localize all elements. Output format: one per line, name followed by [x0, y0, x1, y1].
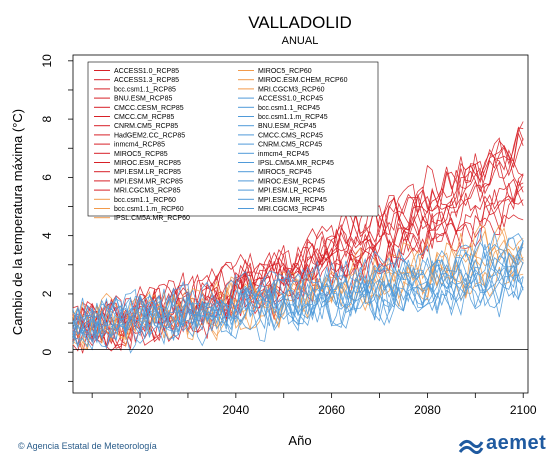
aemet-logo-text: aemet — [486, 432, 547, 454]
legend-entry: MIROC.ESM.CHEM_RCP60 — [258, 77, 348, 84]
y-tick-label: 2 — [40, 290, 54, 297]
legend-entry: bcc.csm1.1_RCP45 — [258, 105, 320, 112]
legend-entry: MRI.CGCM3_RCP85 — [114, 188, 181, 195]
plot-frame — [72, 54, 529, 394]
legend-entry: IPSL.CM5A.MR_RCP60 — [114, 215, 190, 222]
legend-entry: MIROC5_RCP85 — [114, 151, 168, 158]
series-line-mri-cgcm3-rcp45 — [72, 272, 524, 344]
x-tick-label: 2020 — [127, 403, 154, 417]
legend-entry: IPSL.CM5A.MR_RCP45 — [258, 160, 334, 167]
legend: ACCESS1.0_RCP85 ACCESS1.3_RCP85 bcc.csm1.1… — [87, 61, 379, 222]
y-axis: 0 2 4 6 8 10 — [40, 54, 73, 382]
legend-entry: CMCC.CM_RCP85 — [114, 114, 174, 121]
y-tick-label: 6 — [40, 174, 54, 181]
y-tick-label: 4 — [40, 232, 54, 239]
chart-subtitle: ANUAL — [282, 35, 319, 47]
series-lines — [72, 121, 524, 354]
series-line-miroc5-rcp45 — [72, 228, 524, 349]
x-tick-label: 2060 — [318, 403, 345, 417]
x-axis: 2020 2040 2060 2080 2100 — [91, 393, 537, 417]
aemet-logo: aemet — [458, 432, 546, 455]
x-tick-label: 2080 — [414, 403, 441, 417]
legend-entry: CMCC.CESM_RCP85 — [114, 105, 184, 112]
legend-entry: ACCESS1.3_RCP85 — [114, 77, 179, 84]
legend-entry: inmcm4_RCP45 — [258, 151, 309, 158]
legend-entry: MPI.ESM.LR_RCP85 — [114, 169, 181, 176]
series-line-mpi-esm-lr-rcp45 — [72, 262, 524, 346]
x-tick-label: 2100 — [510, 403, 537, 417]
legend-entry: BNU.ESM_RCP45 — [258, 123, 316, 130]
y-tick-label: 10 — [40, 54, 54, 68]
x-tick-label: 2040 — [222, 403, 249, 417]
legend-entry: MPI.ESM.MR_RCP85 — [114, 178, 183, 185]
legend-entry: ACCESS1.0_RCP85 — [114, 68, 179, 75]
footer-credit: © Agencia Estatal de Meteorología — [18, 441, 157, 451]
aemet-logo-icon — [458, 439, 484, 454]
legend-entry: bcc.csm1.1.m_RCP45 — [258, 114, 328, 121]
legend-entry: bcc.csm1.1.m_RCP60 — [114, 206, 184, 213]
legend-entry: bcc.csm1.1_RCP60 — [114, 197, 176, 204]
legend-entry: CNRM.CM5_RCP85 — [114, 123, 178, 130]
legend-entry: MIROC.ESM_RCP85 — [114, 160, 181, 167]
legend-entry: ACCESS1.0_RCP45 — [258, 96, 323, 103]
y-tick-label: 0 — [40, 349, 54, 356]
y-tick-label: 8 — [40, 115, 54, 122]
x-axis-label: Año — [288, 433, 311, 448]
series-line-bcc-csm1-1-m-rcp45 — [72, 264, 524, 354]
legend-entry: MRI.CGCM3_RCP60 — [258, 86, 325, 93]
legend-entry: bcc.csm1.1_RCP85 — [114, 86, 176, 93]
legend-entry: MPI.ESM.MR_RCP45 — [258, 197, 327, 204]
series-line-miroc-esm-rcp45 — [72, 240, 524, 345]
series-line-miroc-esm-chem-rcp60 — [72, 224, 524, 346]
chart-title: VALLADOLID — [248, 13, 352, 32]
series-line-inmcm4-rcp45 — [72, 246, 524, 348]
legend-entry: MIROC5_RCP60 — [258, 68, 312, 75]
legend-entry: HadGEM2.CC_RCP85 — [114, 132, 185, 139]
series-line-cnrm-cm5-rcp45 — [72, 241, 524, 341]
legend-entry: MIROC.ESM_RCP45 — [258, 178, 325, 185]
legend-entry: BNU.ESM_RCP85 — [114, 96, 172, 103]
legend-entry: MPI.ESM.LR_RCP45 — [258, 188, 325, 195]
series-line-mpi-esm-mr-rcp45 — [72, 255, 524, 337]
series-line-ipsl-cm5a-mr-rcp45 — [72, 273, 524, 351]
legend-box — [87, 61, 379, 217]
legend-entry: CMCC.CMS_RCP45 — [258, 132, 323, 139]
y-axis-label: Cambio de la temperatura máxima (°C) — [10, 109, 25, 335]
legend-entry: inmcm4_RCP85 — [114, 142, 165, 149]
legend-entry: CNRM.CM5_RCP45 — [258, 142, 322, 149]
legend-entry: MRI.CGCM3_RCP45 — [258, 206, 325, 213]
legend-entry: MIROC5_RCP45 — [258, 169, 312, 176]
